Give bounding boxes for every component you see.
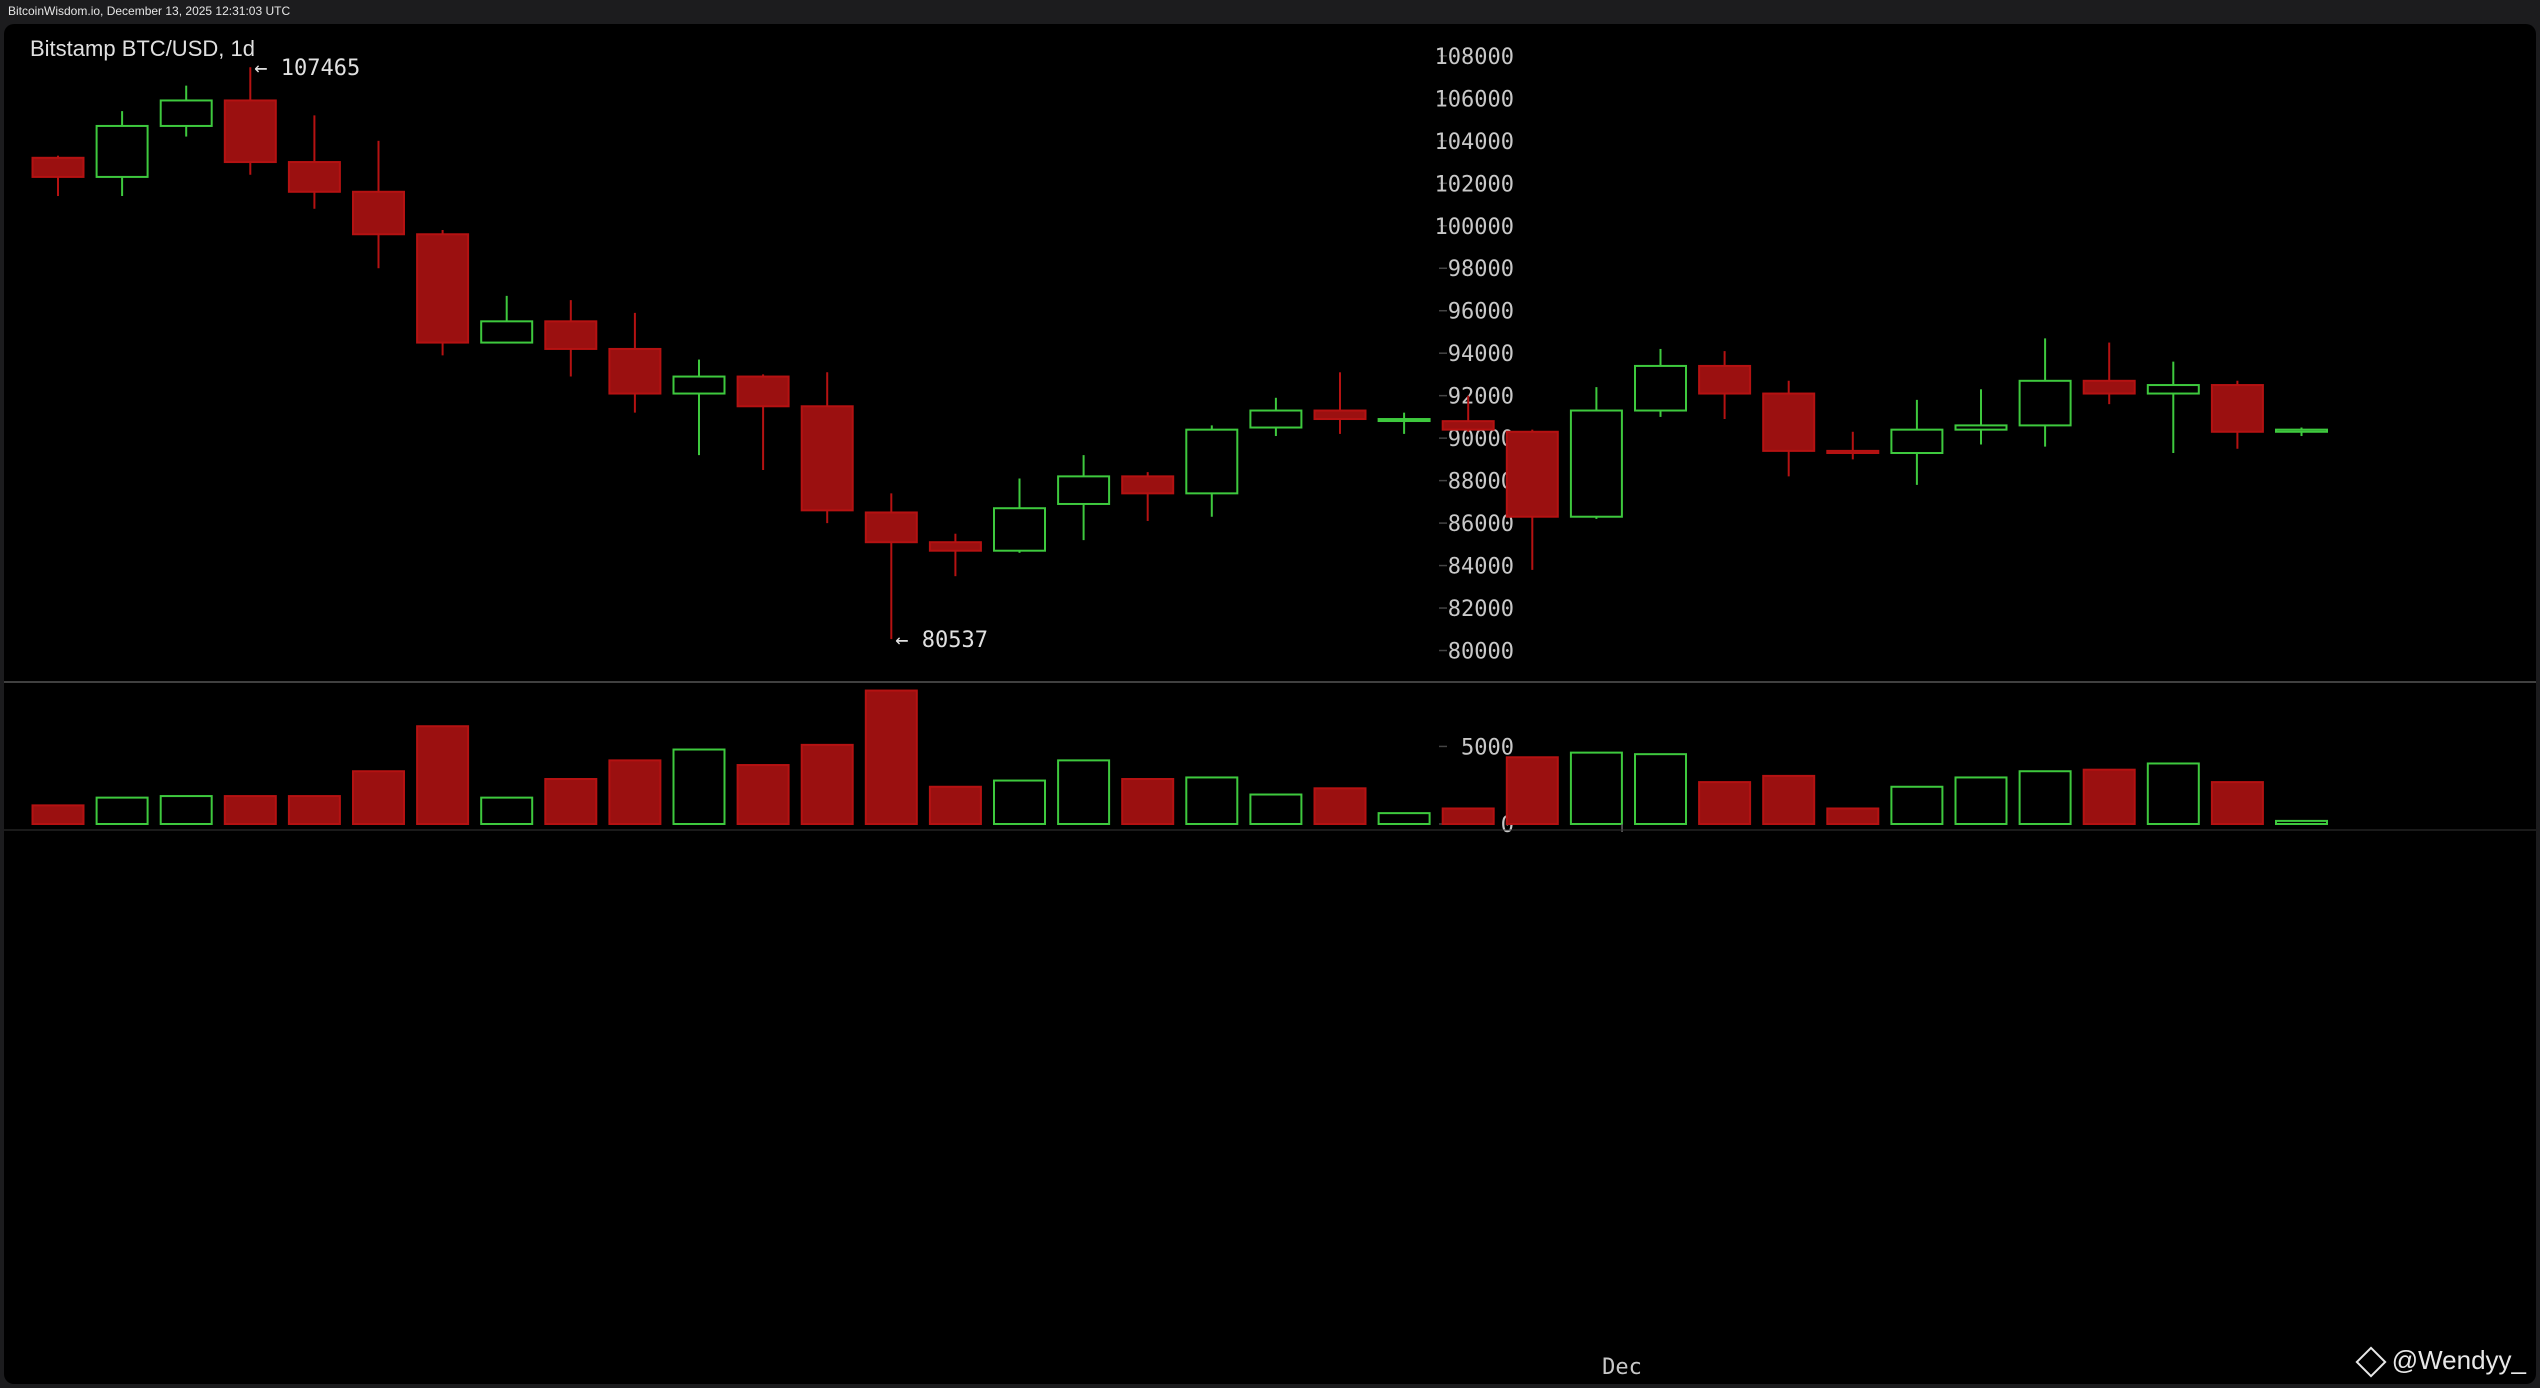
- y-tick-label: 94000: [1448, 342, 1514, 367]
- volume-tick-label: 5000: [1461, 735, 1514, 760]
- candle-body: [544, 320, 598, 350]
- volume-bar: [159, 795, 213, 826]
- y-tick-label: 100000: [1435, 215, 1514, 240]
- candle-body: [1826, 449, 1880, 455]
- candle-body: [1313, 409, 1367, 421]
- volume-bar: [1057, 759, 1111, 826]
- volume-bar: [1762, 774, 1816, 825]
- y-tick-label: 90000: [1448, 427, 1514, 452]
- candle-body: [159, 99, 213, 127]
- y-tick-label: 86000: [1448, 512, 1514, 537]
- candle-body: [287, 161, 341, 193]
- candle-body: [1890, 428, 1944, 455]
- y-tick-label: 102000: [1435, 172, 1514, 197]
- volume-bar: [608, 759, 662, 826]
- candle-body: [1569, 409, 1623, 518]
- candle-body: [1377, 418, 1431, 423]
- volume-bar: [2275, 819, 2328, 825]
- y-tick-label: 104000: [1435, 130, 1514, 155]
- y-tick-label: 96000: [1448, 300, 1514, 325]
- watermark-text: @Wendyy_: [2391, 1345, 2526, 1375]
- volume-bar: [1377, 812, 1431, 826]
- volume-bar: [31, 804, 85, 826]
- price-annotation: ← 80537: [895, 628, 988, 653]
- y-tick-label: 80000: [1448, 640, 1514, 665]
- y-tick-label: 108000: [1435, 45, 1514, 70]
- candle-body: [223, 99, 277, 164]
- volume-bar: [1249, 793, 1303, 825]
- volume-bar: [2082, 768, 2136, 825]
- candle-body: [1057, 475, 1111, 505]
- candle-body: [1762, 392, 1816, 452]
- candle-body: [480, 320, 534, 344]
- volume-bar: [928, 785, 982, 825]
- candle-body: [993, 507, 1046, 552]
- candle-body: [736, 375, 790, 408]
- y-tick-label: 84000: [1448, 555, 1514, 580]
- chart-title: Bitstamp BTC/USD, 1d: [30, 36, 255, 61]
- candle-body: [2210, 384, 2264, 433]
- volume-bar: [2210, 781, 2264, 826]
- candle-body: [1698, 364, 1752, 395]
- volume-bar: [416, 725, 470, 826]
- volume-bar: [352, 770, 405, 826]
- candle-body: [31, 156, 85, 178]
- volume-bar: [1313, 787, 1367, 826]
- volume-bar: [1826, 807, 1880, 826]
- candle-body: [1185, 428, 1239, 495]
- volume-bar: [95, 796, 149, 825]
- candle-body: [2146, 384, 2200, 395]
- volume-bar: [1890, 785, 1944, 825]
- y-tick-label: 98000: [1448, 257, 1514, 282]
- candle-body: [1954, 424, 2008, 431]
- volume-bar: [864, 689, 918, 825]
- candle-body: [928, 541, 982, 552]
- y-tick-label: 92000: [1448, 385, 1514, 410]
- candle-body: [800, 405, 854, 512]
- candlestick-chart[interactable]: 80000 82000 84000 86000 88000 90000 92000 94000…: [4, 24, 2536, 1384]
- y-tick-label: 106000: [1435, 87, 1514, 112]
- volume-bar: [480, 796, 534, 825]
- volume-bar: [672, 748, 726, 825]
- volume-bar: [2018, 770, 2072, 826]
- candle-body: [1505, 430, 1559, 518]
- volume-bar: [1954, 776, 2008, 826]
- price-annotation: ← 107465: [254, 56, 360, 81]
- volume-bar: [1698, 781, 1752, 826]
- volume-bar: [1505, 756, 1559, 826]
- volume-bar: [1185, 776, 1239, 826]
- volume-bar: [1634, 753, 1687, 826]
- candle-body: [95, 124, 149, 178]
- candle-body: [1249, 409, 1303, 429]
- candle-body: [1121, 475, 1175, 495]
- volume-bar: [1569, 751, 1623, 825]
- y-tick-label: 82000: [1448, 597, 1514, 622]
- candle-body: [1441, 420, 1495, 431]
- volume-bar: [1441, 807, 1495, 826]
- candle-body: [1634, 364, 1687, 412]
- candle-body: [672, 375, 726, 395]
- volume-bar: [2146, 762, 2200, 826]
- candle-body: [864, 511, 918, 544]
- volume-bar: [800, 743, 854, 825]
- x-tick-label: Dec: [1602, 1355, 1642, 1380]
- y-tick-label: 88000: [1448, 470, 1514, 495]
- candle-body: [2018, 379, 2072, 427]
- candle-body: [608, 347, 662, 395]
- window-title: BitcoinWisdom.io, December 13, 2025 12:3…: [8, 4, 291, 18]
- candle-body: [416, 233, 470, 344]
- candle-body: [2275, 428, 2328, 433]
- volume-bar: [223, 795, 277, 826]
- candle-body: [2082, 379, 2136, 395]
- binance-diamond-icon: [2355, 1346, 2387, 1378]
- volume-bar: [993, 779, 1046, 825]
- chart-panel: Bitstamp BTC/USD, 1d 80000 82000 84000 8600…: [4, 24, 2536, 1384]
- volume-bar: [544, 778, 598, 825]
- watermark: @Wendyy_: [2355, 1345, 2526, 1378]
- window-titlebar: BitcoinWisdom.io, December 13, 2025 12:3…: [0, 0, 2540, 24]
- volume-bar: [1121, 778, 1175, 825]
- candle-body: [352, 190, 405, 236]
- volume-bar: [287, 795, 341, 826]
- volume-bar: [736, 764, 790, 826]
